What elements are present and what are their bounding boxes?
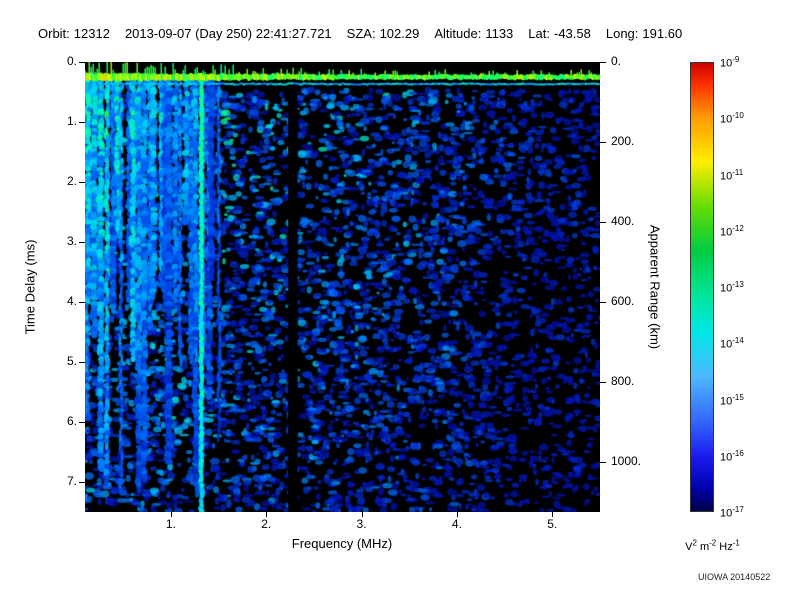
orbit-field: Orbit: 12312 xyxy=(38,26,110,41)
y-tick-label: 5. xyxy=(66,354,77,368)
colorbar-tick-label: 10-16 xyxy=(720,448,744,464)
unit-part: Hz-1 xyxy=(719,538,740,553)
x-tick-label: 5. xyxy=(547,517,558,531)
y-tick-label: 1. xyxy=(66,114,77,128)
datetime-value: 2013-09-07 (Day 250) 22:41:27.721 xyxy=(124,26,332,41)
y-tick-mark xyxy=(79,302,85,303)
y-tick-mark xyxy=(79,182,85,183)
orbit-label: Orbit: xyxy=(38,26,70,41)
x-tick-mark xyxy=(552,512,554,517)
x-tick-label: 1. xyxy=(165,517,176,531)
right-tick-mark xyxy=(600,62,606,63)
y-tick-mark xyxy=(79,242,85,243)
right-tick-mark xyxy=(600,222,606,223)
colorbar xyxy=(690,62,714,512)
datetime-field: 2013-09-07 (Day 250) 22:41:27.721 xyxy=(125,26,332,41)
x-tick-mark xyxy=(170,512,172,517)
unit-part: V2 xyxy=(685,538,697,553)
colorbar-tick-label: 10-9 xyxy=(720,55,740,70)
y-tick-mark xyxy=(79,62,85,63)
x-tick-mark xyxy=(456,512,458,517)
lat-value: -43.58 xyxy=(553,26,591,41)
right-tick-mark xyxy=(600,462,606,463)
altitude-field: Altitude: 1133 xyxy=(434,26,513,41)
x-tick-mark xyxy=(266,512,268,517)
altitude-label: Altitude: xyxy=(434,26,482,41)
colorbar-tick-label: 10-14 xyxy=(720,336,744,351)
right-tick-label: 1000. xyxy=(611,454,642,468)
y-tick-mark xyxy=(79,122,85,123)
unit-part: m-2 xyxy=(699,538,717,553)
x-tick-label: 2. xyxy=(261,517,272,531)
sza-value: 102.29 xyxy=(379,26,420,41)
y-tick-label: 3. xyxy=(66,234,77,248)
orbit-value: 12312 xyxy=(73,26,110,41)
spectrogram-heatmap xyxy=(85,62,600,512)
y-axis-label-left: Time Delay (ms) xyxy=(22,239,38,335)
y-tick-label: 7. xyxy=(66,474,77,488)
x-tick-label: 4. xyxy=(451,517,462,531)
right-tick-label: 400. xyxy=(611,214,635,228)
right-tick-mark xyxy=(600,382,606,383)
credit-text: UIOWA 20140522 xyxy=(698,572,771,582)
x-tick-mark xyxy=(361,512,363,517)
long-label: Long: xyxy=(605,26,639,41)
lat-field: Lat: -43.58 xyxy=(528,26,591,41)
right-tick-label: 600. xyxy=(611,294,635,308)
altitude-value: 1133 xyxy=(485,26,514,41)
x-axis-label: Frequency (MHz) xyxy=(291,536,393,551)
colorbar-tick-label: 10-15 xyxy=(720,392,744,408)
header: Orbit: 12312 2013-09-07 (Day 250) 22:41:2… xyxy=(38,26,682,41)
sza-label: SZA: xyxy=(346,26,376,41)
y-tick-label: 0. xyxy=(66,54,77,68)
colorbar-tick-label: 10-17 xyxy=(720,505,744,520)
y-axis-label-right: Apparent Range (km) xyxy=(647,224,663,350)
right-tick-mark xyxy=(600,142,606,143)
y-tick-mark xyxy=(79,362,85,363)
long-value: 191.60 xyxy=(642,26,683,41)
right-tick-label: 800. xyxy=(611,374,635,388)
x-tick-label: 3. xyxy=(356,517,367,531)
colorbar-unit-label: V2 m-2 Hz-1 xyxy=(668,538,760,553)
right-tick-label: 200. xyxy=(611,134,635,148)
colorbar-tick-label: 10-10 xyxy=(720,111,744,126)
right-tick-label: 0. xyxy=(611,54,622,68)
colorbar-tick-label: 10-11 xyxy=(720,167,744,183)
colorbar-tick-label: 10-13 xyxy=(720,280,744,295)
right-tick-mark xyxy=(600,302,606,303)
sza-field: SZA: 102.29 xyxy=(347,26,420,41)
y-tick-label: 6. xyxy=(66,414,77,428)
lat-label: Lat: xyxy=(528,26,550,41)
y-tick-mark xyxy=(79,482,85,483)
colorbar-tick-label: 10-12 xyxy=(720,223,744,239)
y-tick-label: 2. xyxy=(66,174,77,188)
y-tick-mark xyxy=(79,422,85,423)
long-field: Long: 191.60 xyxy=(606,26,682,41)
y-tick-label: 4. xyxy=(66,294,77,308)
